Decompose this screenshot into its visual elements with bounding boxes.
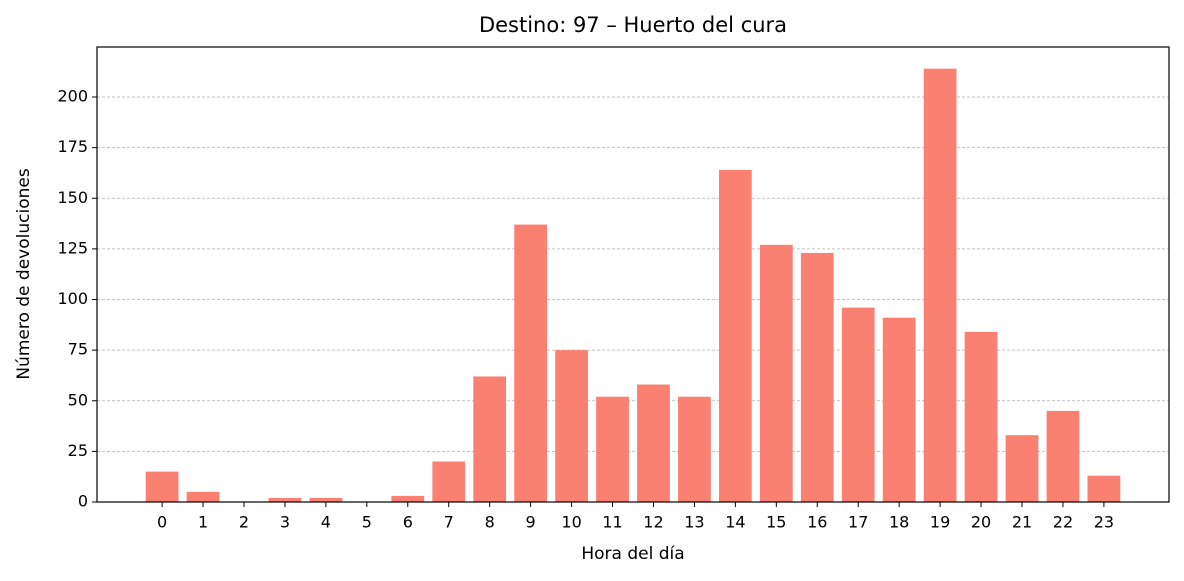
x-tick-label: 2 bbox=[239, 513, 249, 532]
x-tick-label: 14 bbox=[725, 513, 745, 532]
bar bbox=[186, 491, 220, 502]
bar bbox=[800, 252, 834, 502]
y-tick-label: 175 bbox=[57, 137, 88, 156]
x-tick-label: 12 bbox=[643, 513, 663, 532]
bar bbox=[309, 497, 343, 502]
y-tick-label: 200 bbox=[57, 87, 88, 106]
x-tick-label: 22 bbox=[1053, 513, 1073, 532]
bar bbox=[1087, 475, 1121, 502]
bar bbox=[882, 317, 916, 502]
x-tick-label: 7 bbox=[444, 513, 454, 532]
bar bbox=[759, 244, 793, 502]
x-tick-label: 18 bbox=[889, 513, 909, 532]
x-tick-label: 15 bbox=[766, 513, 786, 532]
x-tick-label: 3 bbox=[280, 513, 290, 532]
x-tick-label: 23 bbox=[1094, 513, 1114, 532]
bar bbox=[841, 307, 875, 502]
bar bbox=[1005, 435, 1039, 502]
x-tick-label: 10 bbox=[561, 513, 581, 532]
bar bbox=[718, 169, 752, 502]
x-axis-label: Hora del día bbox=[581, 544, 684, 564]
x-tick-label: 1 bbox=[198, 513, 208, 532]
bar bbox=[145, 471, 179, 502]
x-tick-label: 0 bbox=[157, 513, 167, 532]
bar bbox=[678, 396, 711, 502]
bar bbox=[637, 384, 670, 502]
y-tick-label: 50 bbox=[68, 390, 88, 409]
x-tick-label: 17 bbox=[848, 513, 868, 532]
x-tick-label: 9 bbox=[526, 513, 536, 532]
x-tick-label: 8 bbox=[485, 513, 495, 532]
x-tick-label: 19 bbox=[930, 513, 950, 532]
y-tick-label: 150 bbox=[57, 188, 88, 207]
x-tick-label: 11 bbox=[602, 513, 622, 532]
bar bbox=[1046, 410, 1080, 502]
bar bbox=[514, 224, 548, 502]
y-tick-label: 25 bbox=[68, 441, 88, 460]
x-tick-label: 13 bbox=[684, 513, 704, 532]
x-tick-label: 5 bbox=[362, 513, 372, 532]
chart-title: Destino: 97 – Huerto del cura bbox=[479, 13, 787, 37]
y-tick-label: 125 bbox=[57, 238, 88, 257]
y-tick-label: 75 bbox=[68, 340, 88, 359]
bar bbox=[964, 331, 998, 502]
x-tick-label: 20 bbox=[971, 513, 991, 532]
x-tick-label: 21 bbox=[1012, 513, 1032, 532]
y-tick-label: 100 bbox=[57, 289, 88, 308]
y-axis-label: Número de devoluciones bbox=[14, 168, 34, 379]
plot-frame bbox=[96, 46, 1170, 503]
bar bbox=[596, 396, 629, 502]
bar bbox=[923, 68, 957, 503]
x-tick-label: 6 bbox=[403, 513, 413, 532]
y-tick-label: 0 bbox=[78, 492, 88, 511]
bar bbox=[473, 376, 507, 502]
x-tick-label: 4 bbox=[321, 513, 331, 532]
x-tick-label: 16 bbox=[807, 513, 827, 532]
bar bbox=[391, 495, 425, 502]
bar bbox=[432, 461, 466, 502]
bar bbox=[268, 497, 302, 502]
bar bbox=[555, 350, 588, 502]
